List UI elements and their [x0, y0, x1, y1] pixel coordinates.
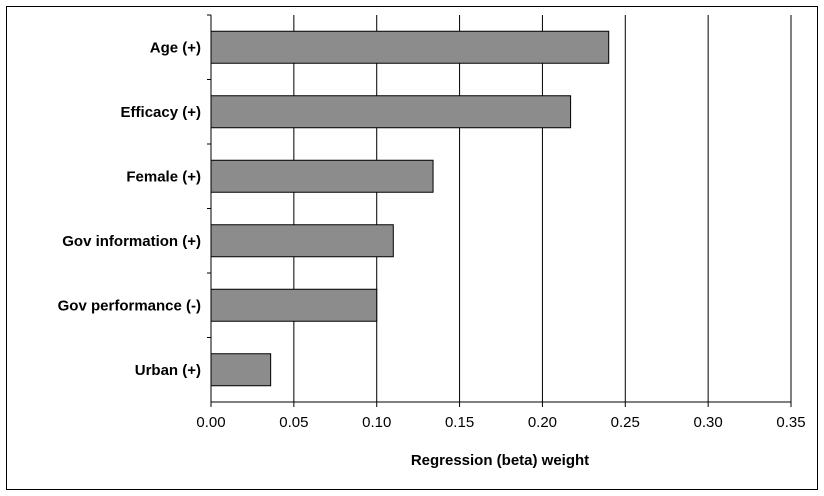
category-labels: Age (+) Efficacy (+) Female (+) Gov informa…: [58, 39, 201, 379]
x-tick-labels: 0.00 0.05 0.10 0.15 0.20 0.25 0.30 0.35: [196, 414, 805, 431]
bar: [210, 353, 272, 387]
category-label: Urban (+): [135, 362, 201, 379]
bars: [210, 30, 610, 387]
category-label: Efficacy (+): [121, 104, 201, 121]
x-tick-label: 0.00: [196, 414, 225, 431]
x-tick-label: 0.15: [445, 414, 474, 431]
bar: [210, 224, 394, 258]
category-label: Gov performance (-): [58, 297, 201, 314]
bar: [210, 30, 610, 64]
x-tick-label: 0.20: [528, 414, 557, 431]
x-tick-label: 0.30: [694, 414, 723, 431]
x-tick-label: 0.10: [362, 414, 391, 431]
x-tick-label: 0.05: [279, 414, 308, 431]
category-label: Age (+): [150, 39, 201, 56]
x-axis-title: Regression (beta) weight: [411, 452, 589, 469]
x-tick-label: 0.35: [776, 414, 805, 431]
bar: [210, 288, 378, 322]
grid-lines: [293, 15, 792, 402]
bar: [210, 159, 434, 193]
axes: [207, 14, 792, 407]
x-tick-label: 0.25: [611, 414, 640, 431]
bar: [210, 95, 572, 129]
chart-frame: Age (+) Efficacy (+) Female (+) Gov informa…: [6, 6, 818, 490]
bar-chart: Age (+) Efficacy (+) Female (+) Gov informa…: [58, 14, 806, 469]
category-label: Female (+): [126, 168, 201, 185]
category-label: Gov information (+): [62, 233, 201, 250]
